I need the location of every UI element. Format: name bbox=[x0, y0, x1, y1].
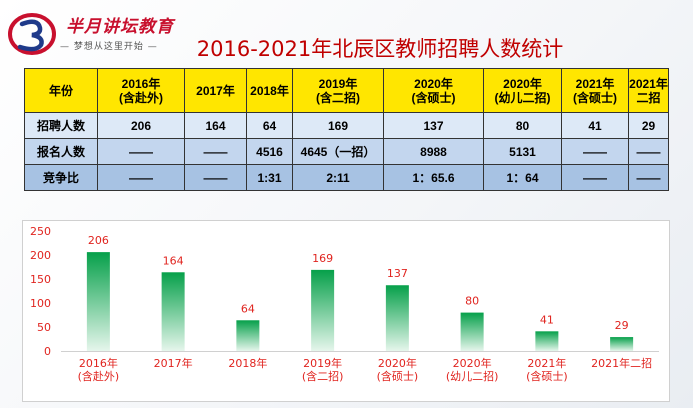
table-cell: 169 bbox=[292, 112, 384, 139]
data-label: 169 bbox=[312, 252, 333, 265]
data-label: 41 bbox=[540, 313, 554, 326]
x-tick-label: 2017年 bbox=[154, 356, 193, 370]
x-tick-label: (含赴外) bbox=[78, 369, 120, 383]
table-cell: 1:31 bbox=[246, 164, 293, 191]
header-cell: 2020年 (幼儿二招) bbox=[483, 68, 562, 113]
x-tick-label: (幼儿二招) bbox=[446, 369, 499, 383]
bar bbox=[86, 252, 110, 351]
logo-mark-icon bbox=[8, 13, 56, 55]
y-tick-label: 200 bbox=[30, 249, 51, 262]
bar bbox=[385, 285, 409, 351]
table-cell: 137 bbox=[383, 112, 484, 139]
x-tick-label: 2021年 bbox=[527, 356, 566, 370]
bar bbox=[460, 312, 484, 351]
header-cell: 2016年 (含赴外) bbox=[97, 68, 185, 113]
header-cell: 2021年 二招 bbox=[628, 68, 669, 113]
table-row: 竞争比 —— —— 1:31 2:11 1：65.6 1：64 —— —— bbox=[24, 164, 669, 191]
header-cell: 2018年 bbox=[246, 68, 293, 113]
bar-chart: 0 50 100 150 200 250 206 2016年 (含赴外) 164 2017年 64 20… bbox=[22, 220, 670, 402]
row-label-cell: 报名人数 bbox=[24, 138, 98, 165]
data-label: 80 bbox=[465, 295, 479, 308]
y-tick-label: 150 bbox=[30, 273, 51, 286]
table-cell: 164 bbox=[184, 112, 247, 139]
table-cell: 2:11 bbox=[292, 164, 384, 191]
page-title: 2016-2021年北辰区教师招聘人数统计 bbox=[196, 37, 564, 61]
x-tick-label: 2018年 bbox=[228, 356, 267, 370]
table-row: 招聘人数 206 164 64 169 137 80 41 29 bbox=[24, 112, 669, 139]
bar bbox=[161, 272, 185, 351]
y-tick-label: 50 bbox=[37, 321, 51, 334]
y-tick-label: 0 bbox=[44, 345, 51, 358]
table-cell: 5131 bbox=[483, 138, 562, 165]
data-label: 29 bbox=[615, 319, 629, 332]
data-label: 137 bbox=[387, 267, 408, 280]
x-tick-label: 2020年 bbox=[453, 356, 492, 370]
table-cell: —— bbox=[184, 138, 247, 165]
table-cell: 29 bbox=[628, 112, 669, 139]
table-header-row: 年份 2016年 (含赴外) 2017年 2018年 2019年 (含二招) 2020年 (含硕… bbox=[24, 68, 669, 113]
table-cell: 1：64 bbox=[483, 164, 562, 191]
header-cell: 2017年 bbox=[184, 68, 247, 113]
logo-subtitle: — 梦想从这里开始 — bbox=[60, 42, 158, 52]
table-row: 报名人数 —— —— 4516 4645（一招） 8988 5131 —— —— bbox=[24, 138, 669, 165]
header-cell: 2020年 (含硕士) bbox=[383, 68, 484, 113]
table-cell: 8988 bbox=[383, 138, 484, 165]
header-cell: 2021年 (含硕士) bbox=[561, 68, 629, 113]
y-tick-label: 100 bbox=[30, 297, 51, 310]
table-cell: 206 bbox=[97, 112, 185, 139]
x-tick-label: 2020年 bbox=[378, 356, 417, 370]
chart-svg: 0 50 100 150 200 250 206 2016年(含赴外) 164 2017年 64 20… bbox=[30, 225, 659, 383]
bar bbox=[236, 320, 260, 351]
table-cell: —— bbox=[628, 164, 669, 191]
table-cell: 41 bbox=[561, 112, 629, 139]
logo-title: 半月讲坛教育 bbox=[66, 17, 174, 37]
table-cell: —— bbox=[184, 164, 247, 191]
table-cell: 80 bbox=[483, 112, 562, 139]
row-label-cell: 竞争比 bbox=[24, 164, 98, 191]
x-tick-label: 2021年二招 bbox=[591, 356, 652, 370]
x-tick-label: 2019年 bbox=[303, 356, 342, 370]
bar bbox=[610, 337, 634, 351]
data-label: 206 bbox=[88, 234, 109, 247]
table-cell: 1：65.6 bbox=[383, 164, 484, 191]
bar bbox=[311, 269, 335, 351]
statistics-table: 年份 2016年 (含赴外) 2017年 2018年 2019年 (含二招) 2020年 (含硕… bbox=[24, 68, 669, 191]
table-cell: —— bbox=[97, 164, 185, 191]
brand-logo: 半月讲坛教育 — 梦想从这里开始 — bbox=[8, 8, 193, 60]
table-cell: 64 bbox=[246, 112, 293, 139]
table-cell: 4516 bbox=[246, 138, 293, 165]
header-cell: 年份 bbox=[24, 68, 98, 113]
header-cell: 2019年 (含二招) bbox=[292, 68, 384, 113]
y-tick-label: 250 bbox=[30, 225, 51, 238]
x-tick-label: 2016年 bbox=[79, 356, 118, 370]
table-cell: —— bbox=[561, 138, 629, 165]
table-cell: —— bbox=[561, 164, 629, 191]
table-cell: —— bbox=[97, 138, 185, 165]
table-cell: —— bbox=[628, 138, 669, 165]
row-label-cell: 招聘人数 bbox=[24, 112, 98, 139]
data-label: 164 bbox=[163, 254, 184, 267]
x-tick-label: (含硕士) bbox=[526, 369, 568, 383]
x-tick-label: (含硕士) bbox=[377, 369, 419, 383]
data-label: 64 bbox=[241, 302, 255, 315]
bar bbox=[535, 331, 559, 351]
table-cell: 4645（一招） bbox=[292, 138, 384, 165]
x-tick-label: (含二招) bbox=[302, 369, 344, 383]
